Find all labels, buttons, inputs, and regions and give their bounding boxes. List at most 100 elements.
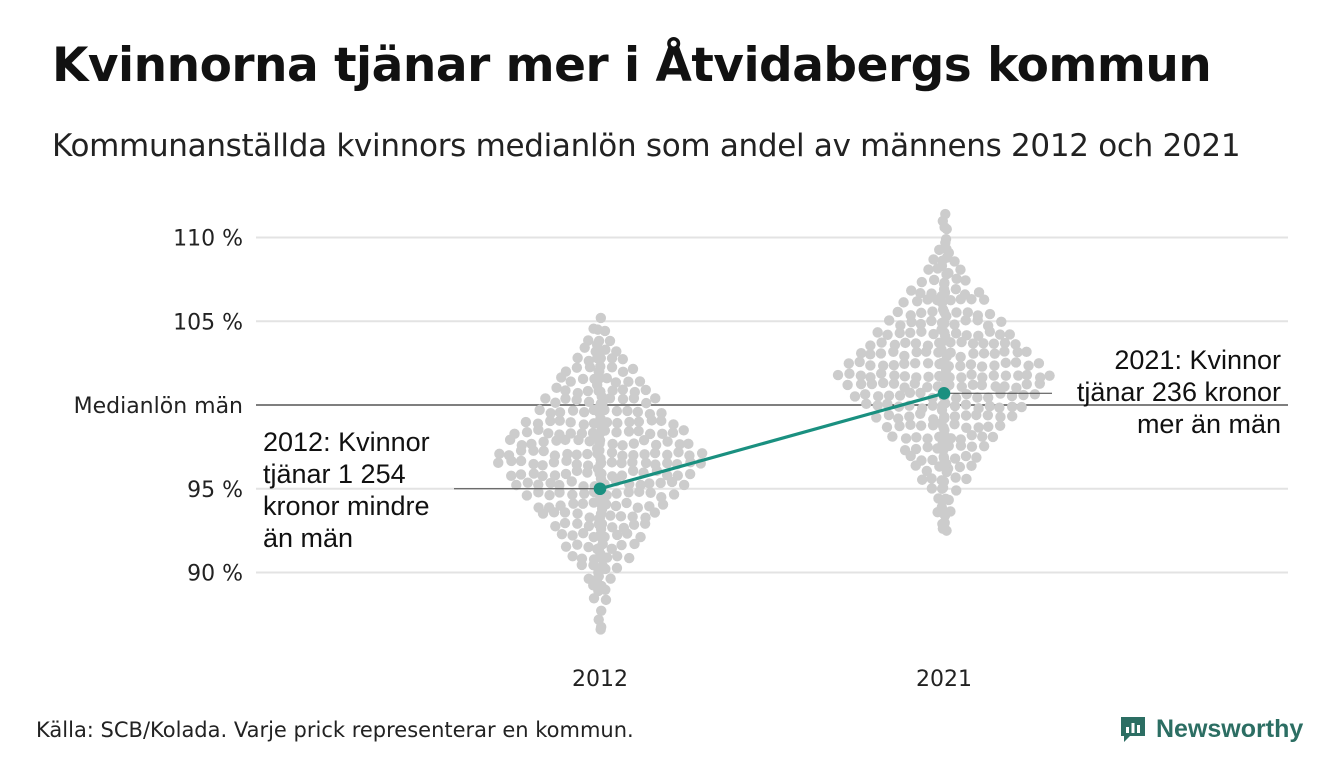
data-point — [941, 269, 952, 280]
data-point — [644, 408, 656, 420]
data-point — [875, 348, 887, 359]
data-point — [567, 405, 579, 416]
data-point — [543, 428, 554, 439]
data-point — [861, 398, 872, 409]
data-point — [883, 409, 895, 421]
annotation-2012-line: kronor mindre — [263, 491, 430, 521]
data-point — [911, 432, 922, 443]
data-point — [978, 440, 990, 452]
data-point — [656, 492, 667, 503]
annotation-2021-line: mer än män — [1137, 409, 1281, 439]
data-point — [617, 393, 629, 405]
chart-title: Kvinnorna tjänar mer i Åtvidabergs kommu… — [52, 38, 1212, 93]
data-point — [928, 414, 939, 425]
data-point — [503, 450, 515, 461]
data-point — [1021, 346, 1032, 358]
y-tick-label: 90 % — [187, 562, 243, 587]
data-point — [533, 487, 544, 498]
data-point — [950, 392, 962, 404]
data-point — [612, 417, 623, 429]
data-point — [618, 522, 630, 534]
data-point — [606, 543, 617, 555]
data-point — [996, 316, 1007, 327]
data-point — [577, 373, 589, 385]
data-point — [582, 385, 594, 397]
data-point — [607, 385, 618, 396]
data-point — [978, 294, 990, 305]
data-point — [940, 233, 952, 245]
data-point — [899, 350, 910, 362]
data-point — [955, 434, 966, 445]
data-point — [595, 624, 606, 635]
data-point — [876, 337, 887, 348]
data-point — [662, 457, 673, 469]
data-point — [616, 539, 627, 551]
data-point — [927, 454, 938, 466]
data-point — [951, 307, 962, 318]
data-point — [865, 372, 876, 383]
data-point — [1006, 411, 1018, 422]
y-tick-label: 95 % — [187, 478, 243, 503]
data-point — [584, 512, 595, 523]
data-point — [1010, 339, 1021, 350]
data-point — [900, 337, 911, 349]
data-point — [572, 387, 583, 399]
data-point — [571, 362, 583, 373]
data-point — [623, 426, 635, 437]
data-point — [905, 327, 916, 339]
data-point — [832, 369, 844, 381]
data-point — [911, 372, 922, 383]
data-point — [904, 411, 915, 422]
data-point — [667, 427, 679, 439]
data-point — [916, 474, 928, 485]
data-point — [956, 372, 967, 383]
data-point — [538, 445, 549, 457]
data-point — [672, 470, 683, 481]
data-point — [592, 324, 603, 335]
data-point — [583, 355, 595, 367]
data-point — [493, 457, 504, 469]
data-point — [592, 352, 603, 364]
data-point — [973, 403, 984, 414]
data-point — [583, 573, 594, 585]
data-point — [657, 428, 668, 440]
data-point — [973, 330, 984, 341]
data-point — [882, 398, 893, 410]
data-point — [922, 433, 933, 444]
highlight-point — [937, 386, 951, 400]
data-point — [928, 254, 939, 265]
data-point — [973, 287, 985, 298]
data-point — [872, 327, 883, 338]
data-point — [644, 501, 655, 512]
data-point — [1044, 370, 1055, 381]
data-point — [584, 436, 595, 447]
data-point — [545, 477, 556, 489]
municipality-dots — [493, 208, 1055, 635]
data-point — [650, 393, 661, 404]
data-point — [941, 244, 952, 255]
brand-logo[interactable]: Newsworthy — [1118, 714, 1303, 744]
data-point — [922, 358, 934, 369]
data-point — [915, 387, 926, 399]
data-point — [1016, 401, 1027, 413]
data-point — [617, 366, 629, 378]
data-point — [955, 360, 966, 372]
data-point — [623, 487, 634, 498]
data-point — [844, 368, 855, 379]
data-point — [551, 382, 562, 394]
data-point — [578, 528, 589, 539]
data-point — [576, 428, 588, 439]
data-point — [583, 541, 594, 553]
data-point — [556, 528, 568, 540]
data-point — [941, 466, 952, 478]
data-point — [1021, 369, 1033, 381]
data-point — [606, 362, 618, 373]
highlight-line — [599, 391, 945, 491]
data-point — [894, 390, 906, 401]
data-point — [639, 449, 650, 460]
data-point — [949, 400, 961, 412]
data-point — [956, 381, 967, 392]
data-point — [999, 337, 1011, 349]
data-point — [607, 471, 618, 482]
data-point — [632, 502, 643, 513]
